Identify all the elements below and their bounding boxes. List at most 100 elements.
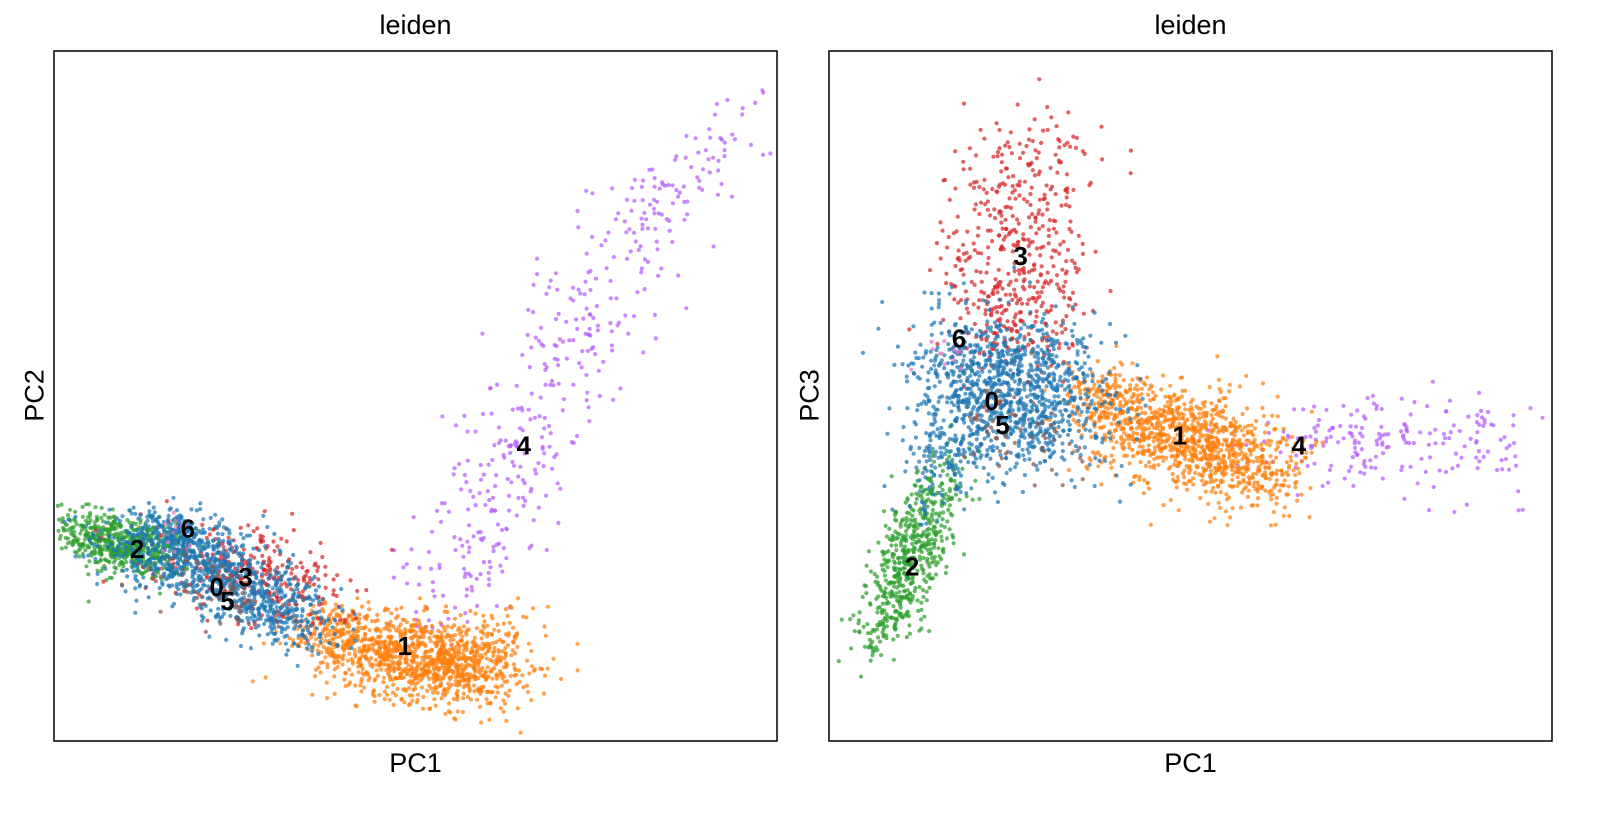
scatter-point	[116, 552, 121, 557]
scatter-point	[521, 614, 526, 619]
scatter-point	[131, 528, 136, 533]
scatter-point	[117, 555, 122, 560]
scatter-point	[1481, 454, 1486, 459]
scatter-point	[486, 582, 492, 588]
left-y-axis-label: PC2	[19, 369, 50, 422]
scatter-point	[460, 651, 465, 656]
scatter-point	[419, 627, 424, 632]
scatter-point	[468, 697, 473, 702]
scatter-point	[171, 534, 176, 539]
scatter-point	[500, 649, 505, 654]
scatter-point	[939, 523, 944, 528]
scatter-point	[161, 532, 166, 537]
scatter-point	[1227, 382, 1232, 387]
scatter-point	[1131, 430, 1136, 435]
scatter-point	[641, 350, 646, 355]
scatter-point	[512, 666, 517, 671]
scatter-point	[523, 498, 528, 503]
scatter-point	[493, 695, 498, 700]
scatter-point	[1161, 503, 1166, 508]
scatter-point	[640, 226, 645, 231]
scatter-point	[1313, 429, 1319, 434]
scatter-point	[341, 627, 346, 632]
scatter-point	[382, 697, 387, 702]
scatter-point	[891, 604, 896, 609]
scatter-point	[59, 502, 64, 507]
scatter-point	[905, 609, 910, 614]
scatter-point	[890, 554, 895, 560]
scatter-point	[866, 645, 871, 650]
scatter-point	[99, 515, 104, 520]
scatter-point	[86, 572, 91, 577]
scatter-point	[191, 586, 196, 591]
scatter-point	[639, 184, 645, 189]
scatter-point	[884, 534, 889, 539]
scatter-point	[525, 658, 530, 663]
scatter-point	[207, 634, 212, 639]
scatter-point	[560, 339, 566, 344]
scatter-point	[222, 551, 227, 557]
scatter-point	[526, 641, 531, 646]
scatter-point	[586, 405, 591, 410]
scatter-point	[1516, 508, 1521, 513]
scatter-point	[286, 577, 291, 582]
scatter-point	[357, 616, 362, 622]
scatter-point	[174, 591, 179, 597]
scatter-point	[1540, 415, 1545, 420]
scatter-point	[472, 666, 477, 671]
scatter-point	[323, 585, 328, 591]
scatter-point	[1427, 455, 1433, 460]
scatter-point	[356, 625, 361, 630]
scatter-point	[438, 519, 444, 524]
scatter-point	[449, 682, 454, 687]
scatter-point	[284, 539, 289, 544]
scatter-point	[215, 573, 220, 578]
scatter-point	[169, 522, 174, 527]
scatter-point	[270, 626, 275, 632]
scatter-point	[452, 535, 457, 540]
scatter-point	[494, 473, 499, 478]
scatter-point	[433, 703, 438, 708]
scatter-point	[157, 591, 163, 596]
scatter-point	[1353, 424, 1359, 429]
scatter-point	[131, 505, 136, 510]
scatter-point	[143, 522, 148, 527]
scatter-point	[194, 559, 199, 564]
scatter-point	[639, 270, 644, 275]
scatter-point	[252, 601, 257, 607]
scatter-point	[877, 605, 882, 610]
scatter-point	[462, 566, 467, 571]
scatter-point	[316, 665, 321, 670]
scatter-point	[148, 566, 153, 571]
scatter-point	[458, 537, 463, 542]
scatter-point	[560, 408, 565, 413]
scatter-point	[204, 589, 210, 594]
scatter-point	[584, 372, 589, 378]
scatter-point	[362, 626, 367, 631]
scatter-point	[451, 472, 456, 477]
scatter-point	[1430, 379, 1435, 384]
scatter-point	[880, 611, 885, 616]
scatter-point	[1386, 432, 1391, 437]
scatter-point	[921, 571, 926, 576]
scatter-point	[616, 211, 621, 216]
scatter-point	[1386, 444, 1391, 449]
scatter-point	[136, 568, 141, 573]
scatter-point	[248, 553, 253, 558]
scatter-point	[488, 565, 493, 570]
scatter-point	[350, 661, 355, 666]
scatter-point	[1433, 427, 1438, 432]
scatter-point	[608, 296, 613, 301]
scatter-point	[309, 623, 314, 628]
scatter-point	[213, 576, 218, 582]
scatter-point	[460, 634, 465, 639]
scatter-point	[708, 135, 713, 140]
scatter-point	[684, 133, 689, 139]
scatter-point	[375, 612, 380, 618]
scatter-point	[880, 594, 885, 599]
scatter-point	[332, 617, 337, 623]
scatter-point	[94, 560, 99, 565]
scatter-point	[519, 405, 524, 410]
scatter-point	[99, 569, 104, 574]
scatter-point	[899, 543, 904, 548]
